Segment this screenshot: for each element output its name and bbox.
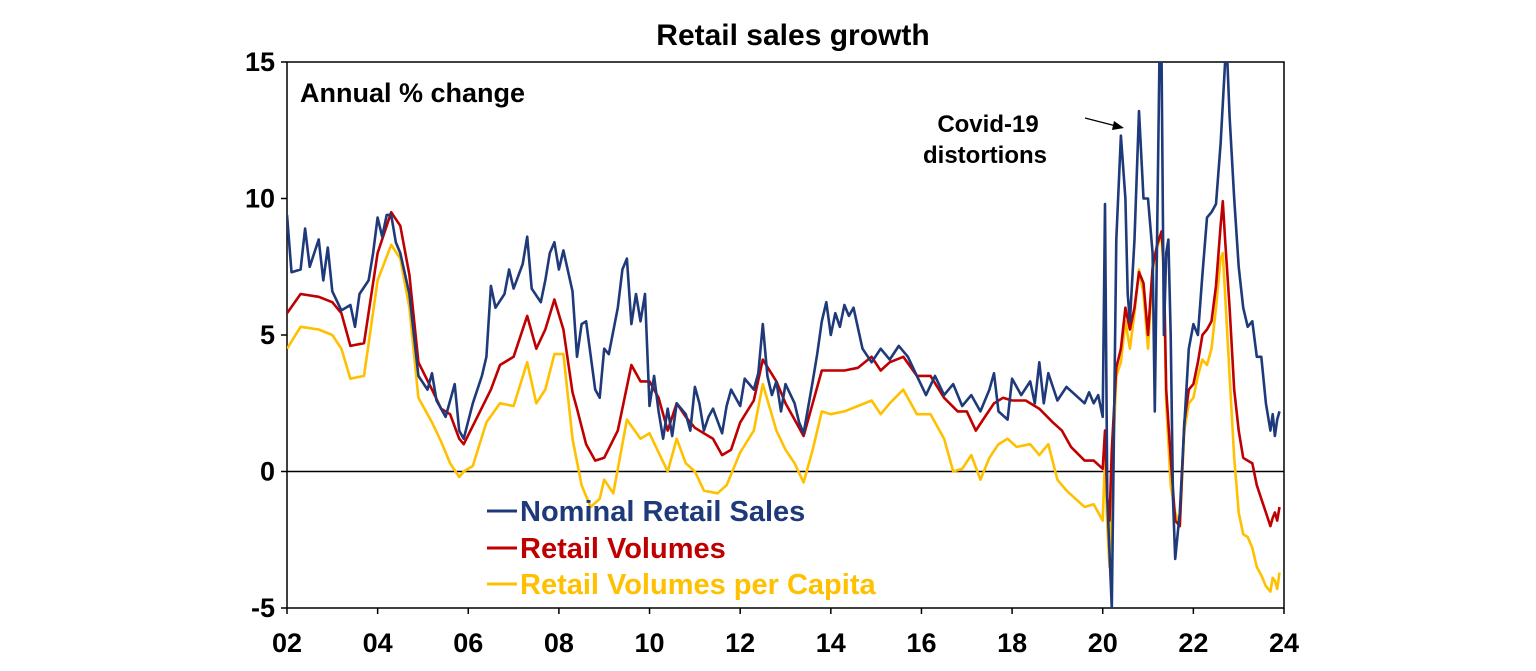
ylabel-annotation: Annual % change	[300, 78, 525, 108]
covid-annotation-line1: Covid-19	[937, 111, 1038, 138]
legend-label: Retail Volumes per Capita	[520, 569, 876, 601]
x-tick-label: 12	[725, 628, 755, 658]
y-tick-label: 5	[260, 320, 275, 350]
x-tick-label: 10	[635, 628, 665, 658]
y-axis-ticks: 15 10 5 0 -5	[245, 47, 287, 623]
x-tick-label: 08	[544, 628, 574, 658]
series-line-nominal-retail-sales	[287, 62, 1281, 608]
x-tick-label: 04	[363, 628, 393, 658]
y-tick-label: -5	[251, 593, 275, 623]
x-tick-label: 06	[453, 628, 483, 658]
y-tick-label: 10	[245, 184, 275, 214]
covid-annotation-line2: distortions	[923, 142, 1047, 169]
x-tick-label: 16	[906, 628, 936, 658]
y-tick-label: 15	[245, 47, 275, 77]
x-tick-label: 22	[1178, 628, 1208, 658]
series-line-retail-volumes-per-capita	[287, 232, 1281, 593]
y-tick-label: 0	[260, 457, 275, 487]
x-tick-label: 02	[272, 628, 302, 658]
chart-legend: Nominal Retail Sales Retail Volumes Retail…	[487, 496, 876, 601]
x-axis-ticks: 02 04 06 08 10 12 14 16 18 20 22 24	[272, 608, 1299, 658]
series-lines	[287, 62, 1281, 608]
legend-label: Nominal Retail Sales	[520, 496, 805, 528]
covid-arrow-head	[1112, 121, 1124, 130]
chart-title: Retail sales growth	[656, 19, 929, 52]
x-tick-label: 14	[816, 628, 846, 658]
x-tick-label: 20	[1088, 628, 1118, 658]
x-tick-label: 18	[997, 628, 1027, 658]
series-line-retail-volumes	[287, 199, 1281, 528]
x-tick-label: 24	[1269, 628, 1299, 658]
legend-label: Retail Volumes	[520, 533, 726, 565]
